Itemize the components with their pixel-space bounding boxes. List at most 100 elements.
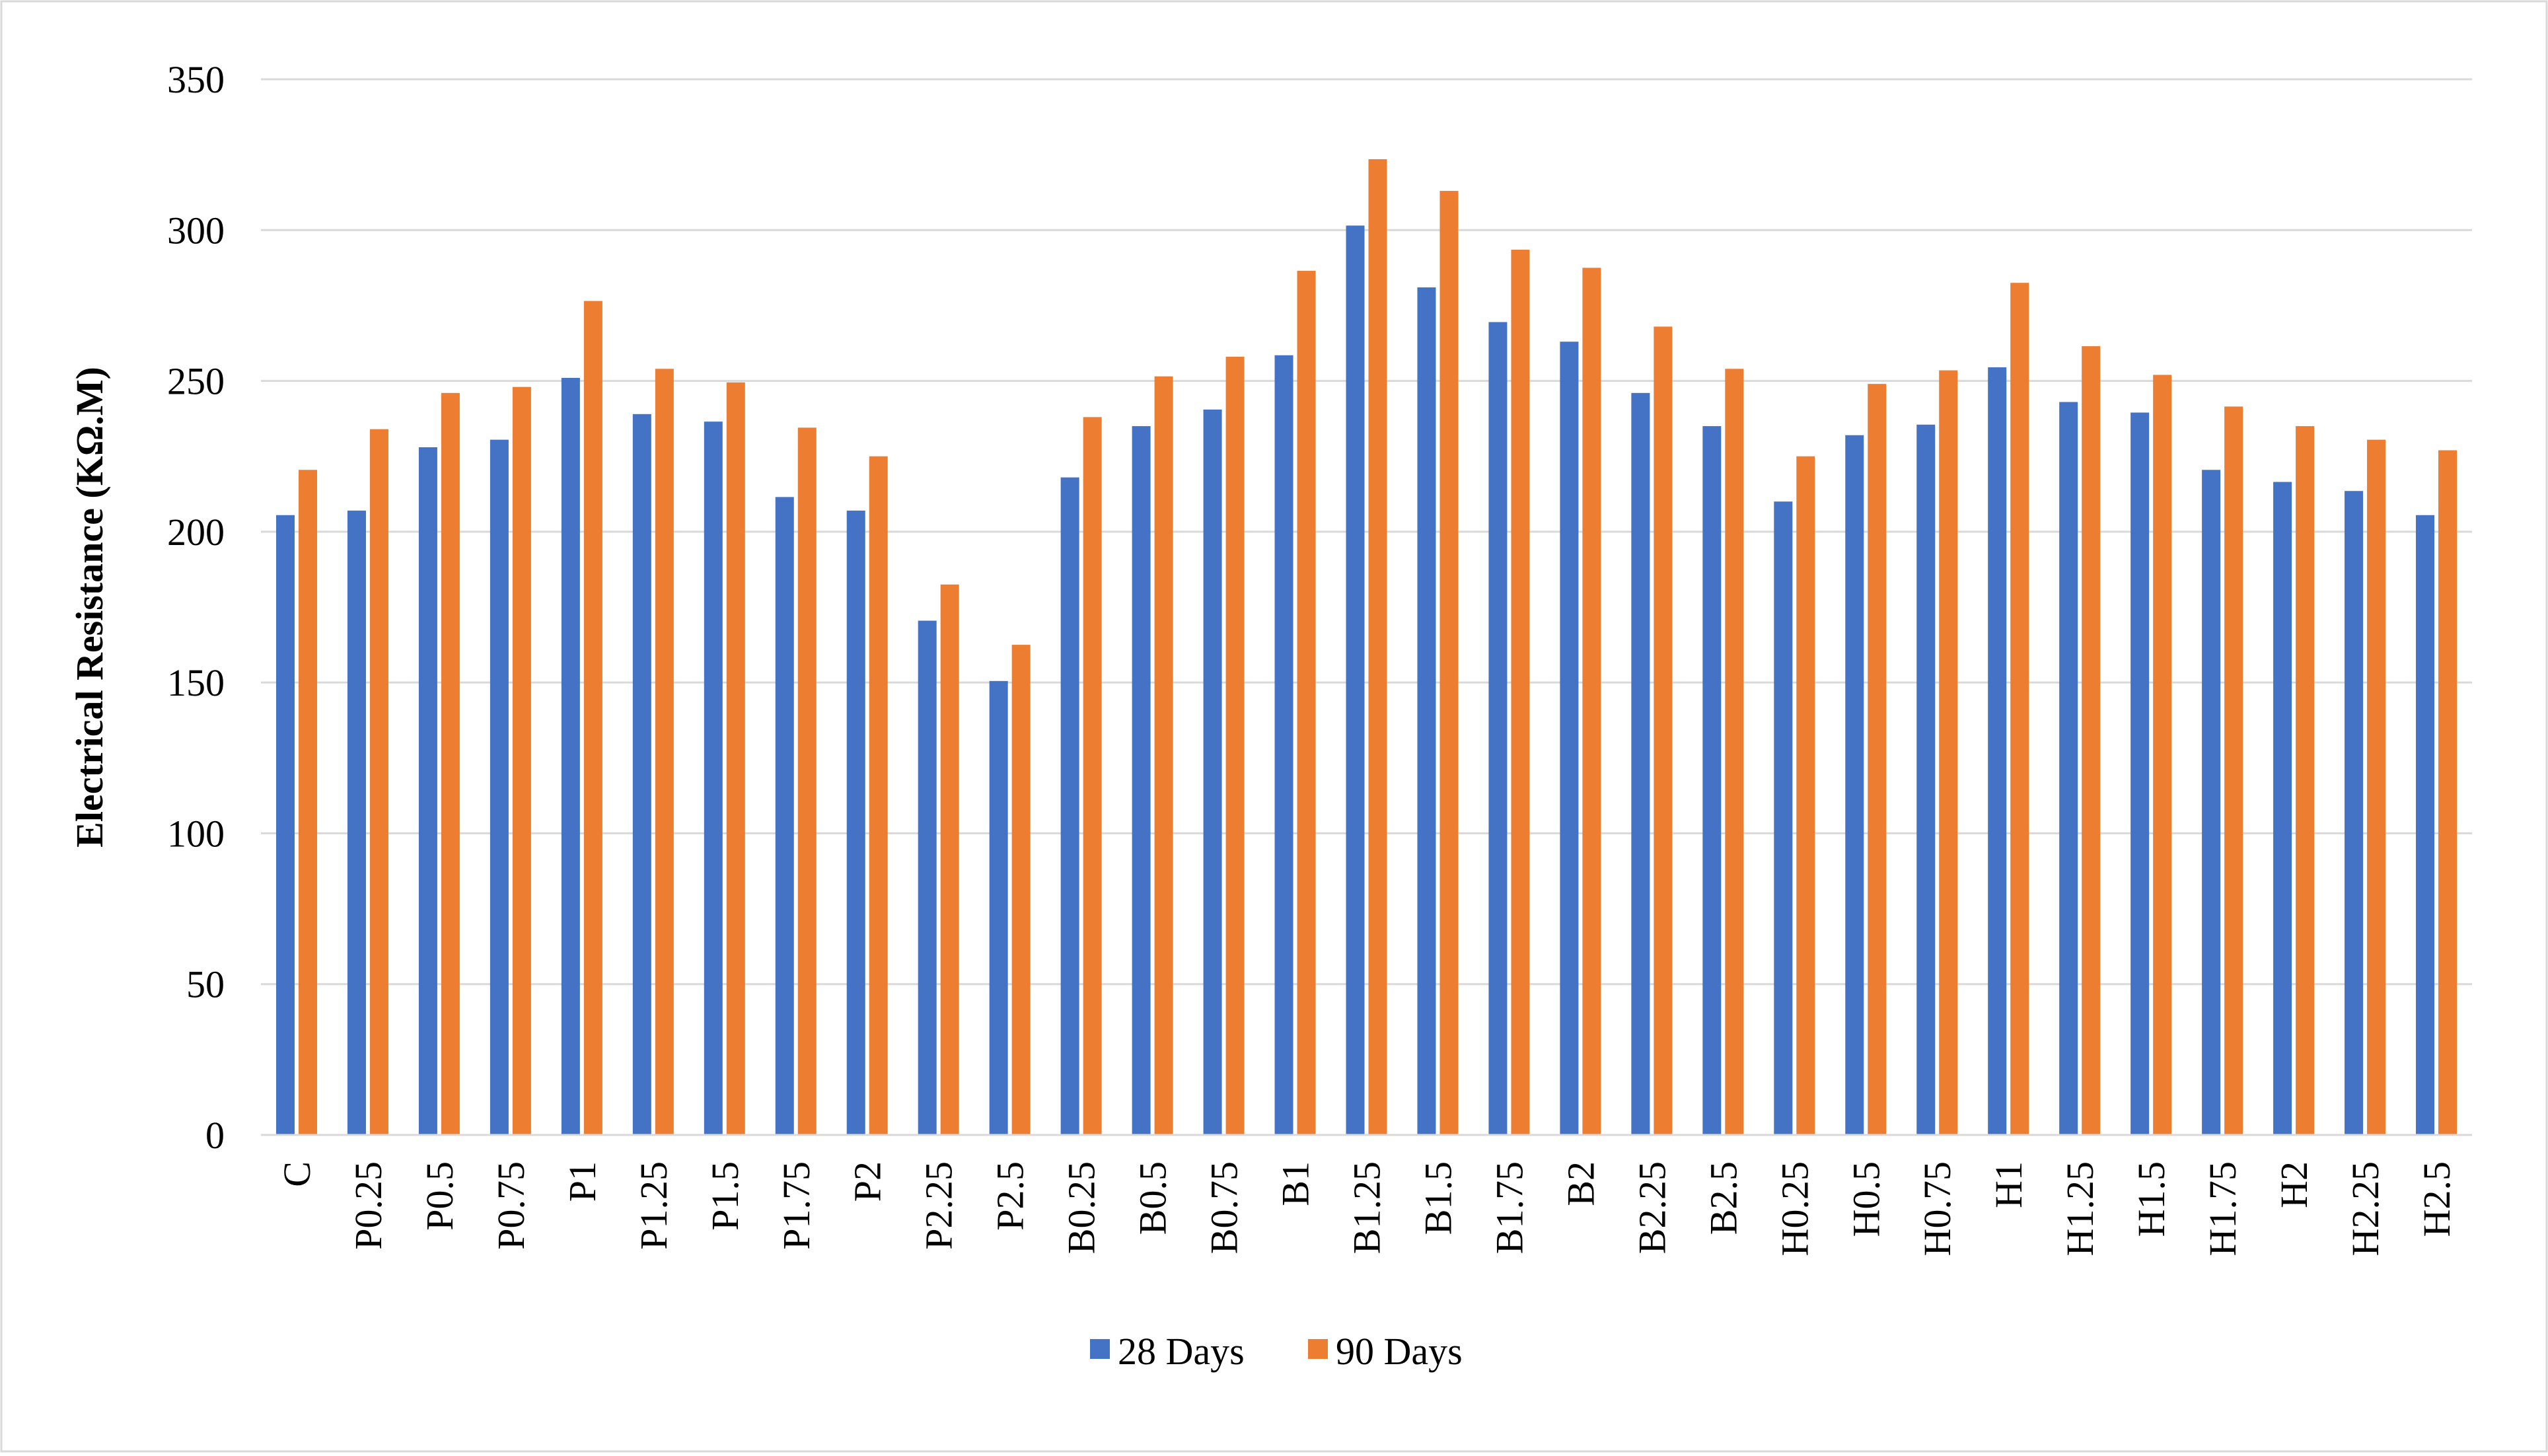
bar-series1-H0.75	[1916, 424, 1936, 1135]
bar-series1-H2.25	[2345, 491, 2364, 1135]
bar-series2-B0.25	[1083, 417, 1102, 1135]
bar-series2-H2.5	[2438, 450, 2457, 1135]
x-tick-label: B2	[1559, 1161, 1602, 1206]
bar-series2-H2	[2296, 426, 2315, 1135]
bar-series2-B2	[1582, 268, 1601, 1135]
bar-series2-H1	[2010, 283, 2029, 1136]
x-tick-label: P0.25	[347, 1161, 390, 1250]
x-tick-label: H2.25	[2344, 1161, 2387, 1256]
x-tick-label: B2.25	[1630, 1161, 1673, 1254]
legend-label-2: 90 Days	[1336, 1330, 1463, 1373]
bar-series1-B2.5	[1702, 426, 1722, 1135]
x-tick-label: B0.75	[1203, 1161, 1246, 1254]
bar-series2-B1.25	[1368, 159, 1387, 1135]
bar-series1-B1.25	[1346, 225, 1365, 1135]
bars	[275, 159, 2457, 1136]
bar-series1-H1	[1988, 367, 2007, 1136]
x-tick-label: P2	[846, 1161, 889, 1202]
bar-series2-B2.25	[1654, 326, 1673, 1136]
bar-series2-P1.75	[797, 427, 817, 1135]
bar-series1-B2	[1560, 342, 1579, 1135]
bar-series2-H0.5	[1868, 384, 1887, 1135]
x-tick-label: H1.75	[2201, 1161, 2244, 1256]
x-tick-label: H0.5	[1844, 1161, 1887, 1237]
y-axis-ticks: 0 50 100 150 200 250 300 350	[167, 58, 225, 1157]
bar-series2-P1.5	[726, 382, 745, 1136]
bar-series2-H1.5	[2153, 375, 2172, 1136]
legend-label-1: 28 Days	[1118, 1330, 1245, 1373]
bar-series1-H1.25	[2059, 402, 2078, 1135]
x-axis-ticks: C P0.25 P0.5 P0.75 P1 P1.25 P1.5 P1.75 P2 P2.25 P2…	[275, 1161, 2458, 1256]
x-tick-label: P2.5	[989, 1161, 1032, 1231]
bar-series1-P1.5	[704, 421, 723, 1136]
bar-series2-P0.5	[441, 392, 460, 1136]
bar-series1-H2.5	[2416, 515, 2435, 1135]
bar-series1-H1.5	[2130, 412, 2150, 1135]
x-tick-label: P1.25	[632, 1161, 675, 1250]
bar-series1-H0.25	[1774, 501, 1793, 1135]
bar-series1-C	[275, 515, 295, 1135]
x-tick-label: B0.25	[1060, 1161, 1103, 1254]
bar-series1-B0.5	[1132, 426, 1151, 1135]
x-tick-label: P1.5	[704, 1161, 746, 1231]
bar-series2-B1.5	[1439, 190, 1459, 1136]
bar-series2-C	[298, 470, 317, 1135]
x-tick-label: H0.25	[1773, 1161, 1816, 1256]
y-axis-title: Electrical Resistance (KΩ.M)	[68, 367, 111, 848]
bar-series2-P0.75	[512, 386, 531, 1135]
y-tick-label: 300	[167, 209, 225, 252]
bar-series2-B0.75	[1225, 357, 1245, 1136]
bar-series2-H0.75	[1939, 370, 1958, 1135]
bar-series1-B0.25	[1060, 477, 1079, 1135]
x-tick-label: H1	[1987, 1161, 2030, 1208]
bar-series1-B1	[1274, 355, 1293, 1135]
bar-series2-B1.75	[1511, 249, 1530, 1135]
x-tick-label: B1.5	[1416, 1161, 1459, 1235]
bar-series2-H0.25	[1796, 456, 1815, 1135]
bar-series1-B2.25	[1631, 392, 1650, 1136]
y-tick-label: 250	[167, 360, 225, 403]
x-tick-label: P1.75	[775, 1161, 818, 1250]
bar-series1-P2.25	[918, 620, 937, 1135]
bar-series2-P2.5	[1011, 645, 1031, 1135]
x-tick-label: C	[275, 1161, 318, 1187]
bar-series1-P0.5	[418, 447, 437, 1136]
bar-series1-P2	[846, 510, 865, 1135]
bar-series1-B1.75	[1488, 322, 1508, 1135]
bar-series1-P1	[561, 378, 580, 1135]
y-tick-label: 100	[167, 812, 225, 855]
bar-series1-P1.75	[775, 497, 794, 1135]
x-tick-label: B2.5	[1702, 1161, 1745, 1235]
bar-series2-P2.25	[940, 584, 959, 1135]
y-tick-label: 350	[167, 58, 225, 101]
x-tick-label: P0.5	[418, 1161, 461, 1231]
gridlines	[261, 78, 2472, 986]
bar-series2-B2.5	[1725, 369, 1744, 1135]
x-tick-label: H2.5	[2415, 1161, 2458, 1237]
x-tick-label: H1.5	[2130, 1161, 2173, 1237]
bar-series2-P0.25	[369, 429, 388, 1136]
bar-series2-H1.25	[2082, 346, 2101, 1136]
x-tick-label: P1	[561, 1161, 604, 1202]
bar-series1-B1.5	[1417, 287, 1436, 1135]
x-tick-label: H2	[2273, 1161, 2315, 1208]
y-tick-label: 150	[167, 661, 225, 704]
y-tick-label: 200	[167, 511, 225, 554]
legend: 28 Days 90 Days	[1090, 1330, 1463, 1373]
x-tick-label: B1	[1274, 1161, 1317, 1206]
bar-series1-P1.25	[632, 414, 651, 1135]
bar-series2-H1.75	[2224, 406, 2243, 1135]
bar-series1-H2	[2273, 482, 2292, 1135]
y-tick-label: 50	[186, 963, 225, 1006]
x-tick-label: P2.25	[918, 1161, 961, 1250]
x-tick-label: P0.75	[490, 1161, 532, 1250]
bar-series1-B0.75	[1203, 409, 1222, 1135]
y-tick-label: 0	[205, 1114, 225, 1157]
legend-swatch-1	[1090, 1339, 1110, 1359]
bar-series1-H1.75	[2202, 470, 2221, 1135]
bar-series1-P2.5	[989, 680, 1008, 1135]
legend-swatch-2	[1308, 1339, 1328, 1359]
x-tick-label: B1.75	[1488, 1161, 1531, 1254]
bar-series1-H0.5	[1845, 435, 1864, 1135]
